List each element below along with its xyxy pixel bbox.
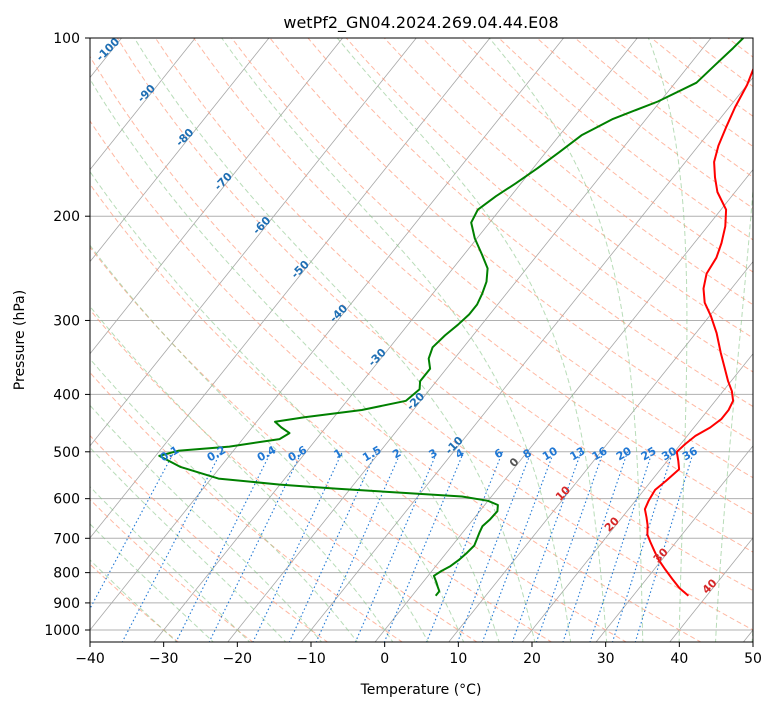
x-tick-label: −10 <box>296 651 326 667</box>
isotherm-label: 40 <box>700 576 720 596</box>
mixing-ratio-label: 2 <box>390 446 403 461</box>
x-tick-label: −20 <box>223 651 253 667</box>
mixing-ratio-line <box>209 452 302 643</box>
dry-adiabat-line <box>232 38 775 643</box>
dry-adiabat-line <box>346 38 775 643</box>
mixing-ratio-label: 10 <box>540 444 560 463</box>
y-tick-label: 100 <box>53 31 80 47</box>
isotherm-line <box>0 38 195 643</box>
isotherm-line <box>0 38 269 643</box>
y-tick-label: 300 <box>53 313 80 329</box>
dry-adiabat-line <box>117 38 775 643</box>
mixing-ratio-line <box>512 452 581 643</box>
isotherm-label: -80 <box>173 126 196 149</box>
isotherm-label: 10 <box>553 483 573 503</box>
isotherm-line <box>80 38 564 643</box>
dry-adiabat-line <box>194 38 775 643</box>
moist-adiabat-line <box>67 38 500 644</box>
dry-adiabat-line <box>0 38 254 643</box>
isotherm-label: -20 <box>404 390 427 413</box>
mixing-ratio-label: 13 <box>568 444 588 463</box>
mixing-ratio-label: 3 <box>427 446 440 461</box>
x-tick-label: 0 <box>380 651 389 667</box>
isotherm-line <box>6 38 490 643</box>
mixing-ratio-line <box>72 452 174 643</box>
dry-adiabat-line <box>651 38 775 643</box>
dry-adiabat-line <box>766 38 775 643</box>
isotherm-line <box>375 38 775 643</box>
mixing-ratio-label: 1.5 <box>360 443 383 464</box>
isotherm-line <box>154 38 638 643</box>
isotherm-line <box>669 38 775 643</box>
isotherm-label: -50 <box>289 258 312 281</box>
dry-adiabat-line <box>0 38 478 643</box>
moist-adiabat-line <box>13 38 465 644</box>
dry-adiabat-line <box>308 38 775 643</box>
x-tick-label: 20 <box>523 651 541 667</box>
dry-adiabat-line <box>41 38 702 643</box>
mixing-ratio-line <box>253 452 343 643</box>
isotherm-label: -90 <box>135 82 158 105</box>
isotherm-line <box>743 38 775 643</box>
y-tick-label: 800 <box>53 566 80 582</box>
mixing-ratio-line <box>426 452 502 643</box>
dry-adiabat-line <box>613 38 775 643</box>
x-tick-label: 50 <box>744 651 762 667</box>
dry-adiabat-line <box>690 38 775 643</box>
mixing-ratio-line <box>355 452 437 643</box>
mixing-ratio-label: 0.1 <box>158 443 181 464</box>
isotherm-label: 0 <box>507 455 522 470</box>
isotherm-label: -40 <box>327 302 350 325</box>
temperature-profile-line <box>645 38 763 596</box>
mixing-ratio-label: 0.6 <box>286 443 310 464</box>
y-tick-label: 400 <box>53 387 80 403</box>
mixing-ratio-line <box>635 452 693 643</box>
y-tick-label: 900 <box>53 596 80 612</box>
y-tick-label: 700 <box>53 531 80 547</box>
moist-adiabat-line <box>0 38 287 644</box>
dry-adiabat-line <box>575 38 775 643</box>
y-axis-label: Pressure (hPa) <box>12 290 28 390</box>
x-tick-label: −30 <box>149 651 179 667</box>
moist-adiabat-line <box>752 38 775 644</box>
isotherm-line <box>0 38 343 643</box>
mixing-ratio-line <box>457 452 531 643</box>
mixing-ratio-label: 20 <box>614 444 634 463</box>
mixing-ratio-label: 6 <box>492 446 505 461</box>
y-tick-label: 600 <box>53 492 80 508</box>
x-tick-label: 30 <box>597 651 615 667</box>
chart-title: wetPf2_GN04.2024.269.04.44.E08 <box>283 13 558 33</box>
y-tick-label: 1000 <box>44 623 80 639</box>
isotherm-label: -30 <box>366 346 389 369</box>
dry-adiabat-line <box>461 38 775 643</box>
dewpoint-profile-line <box>159 38 743 596</box>
dry-adiabat-line <box>728 38 775 643</box>
isotherm-line <box>0 38 416 643</box>
moist-adiabat-line <box>0 38 429 644</box>
mixing-ratio-line <box>316 452 401 643</box>
moist-adiabat-line <box>337 38 607 644</box>
x-tick-label: −40 <box>75 651 105 667</box>
x-tick-label: 10 <box>449 651 467 667</box>
moist-adiabat-line <box>0 38 323 644</box>
y-tick-label: 500 <box>53 445 80 461</box>
moist-adiabat-line <box>0 38 215 644</box>
mixing-ratio-label: 0.4 <box>255 443 279 464</box>
mixing-ratio-line <box>384 452 464 643</box>
x-tick-label: 40 <box>670 651 688 667</box>
moist-adiabat-line <box>222 38 571 644</box>
dry-adiabat-line <box>270 38 775 643</box>
dry-adiabat-line <box>0 38 403 643</box>
mixing-ratio-line <box>563 452 628 643</box>
x-axis-label: Temperature (°C) <box>360 682 482 698</box>
dry-adiabat-line <box>384 38 775 643</box>
y-tick-label: 200 <box>53 209 80 225</box>
dry-adiabat-line <box>3 38 627 643</box>
dry-adiabat-line <box>499 38 775 643</box>
mixing-ratio-label: 16 <box>590 444 610 463</box>
